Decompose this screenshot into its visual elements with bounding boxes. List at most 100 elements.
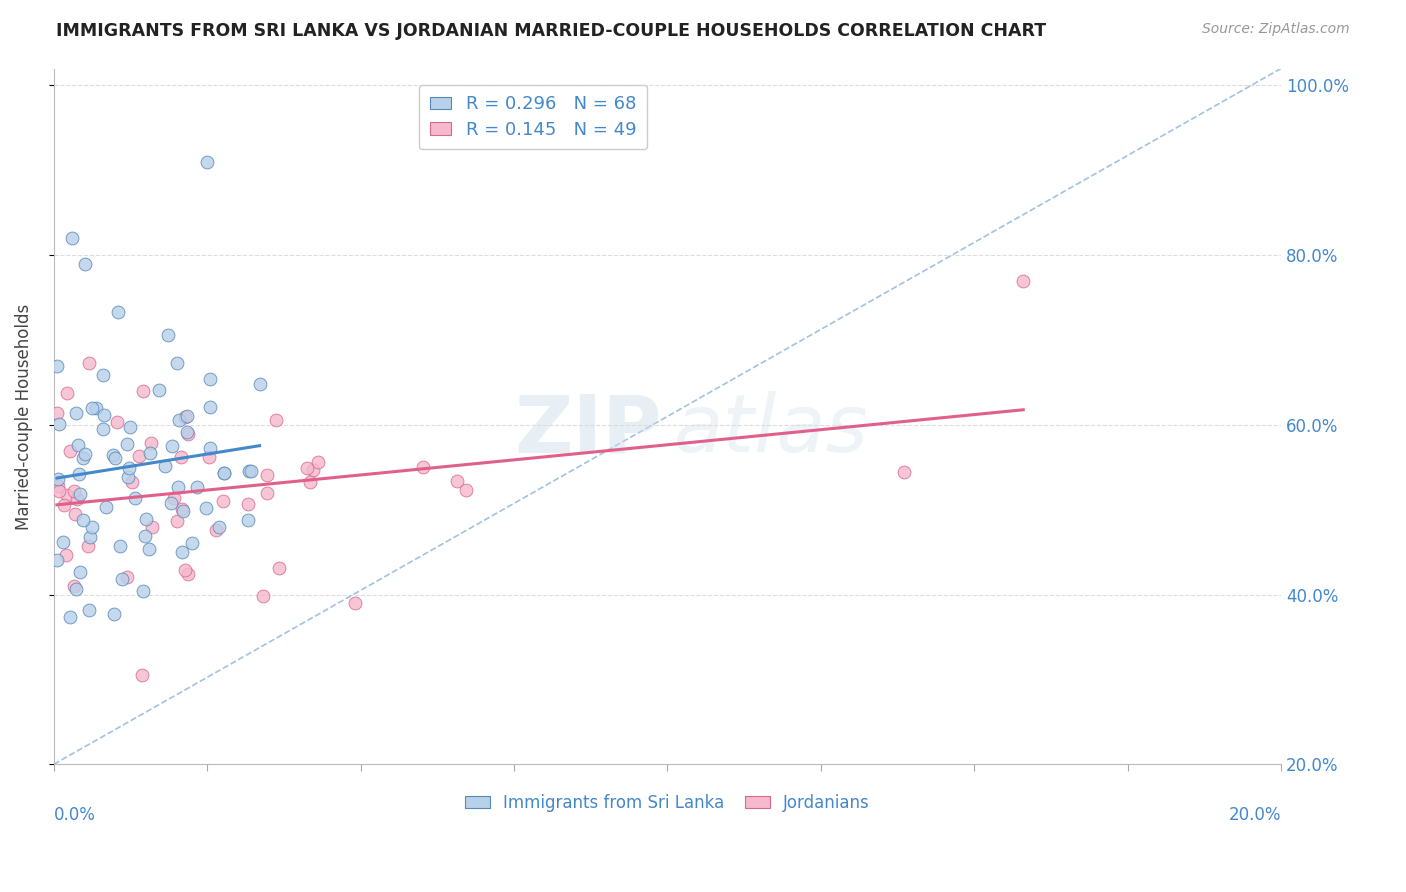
Point: [134, 529, 156, 543]
Point: [181, 536, 204, 550]
Point: [103, 448, 125, 462]
Point: [166, 514, 188, 528]
Point: [124, 491, 146, 506]
Point: [56, 488, 79, 502]
Point: [155, 458, 177, 473]
Point: [212, 493, 235, 508]
Point: [256, 467, 278, 482]
Point: [249, 376, 271, 391]
Point: [66, 438, 89, 452]
Point: [73, 257, 96, 271]
Point: [48, 479, 70, 493]
Point: [93, 422, 115, 436]
Point: [198, 442, 221, 456]
Point: [115, 437, 138, 451]
Point: [198, 400, 221, 414]
Point: [173, 409, 195, 424]
Legend: Immigrants from Sri Lanka, Jordanians: Immigrants from Sri Lanka, Jordanians: [458, 788, 876, 819]
Point: [236, 497, 259, 511]
Point: [170, 501, 193, 516]
Point: [176, 427, 198, 442]
Text: 0.0%: 0.0%: [53, 806, 96, 824]
Point: [252, 589, 274, 603]
Point: [59, 444, 82, 458]
Point: [46, 472, 69, 486]
Point: [56, 386, 79, 401]
Point: [148, 383, 170, 397]
Point: [115, 570, 138, 584]
Point: [72, 450, 94, 465]
Point: [173, 563, 195, 577]
Point: [82, 401, 104, 416]
Point: [45, 553, 67, 567]
Point: [69, 487, 91, 501]
Point: [186, 480, 208, 494]
Point: [48, 417, 70, 432]
Point: [131, 667, 153, 681]
Point: [53, 498, 76, 512]
Point: [238, 464, 260, 478]
Point: [214, 466, 236, 480]
Point: [163, 491, 186, 506]
Text: ZIP: ZIP: [515, 392, 661, 469]
Point: [62, 579, 84, 593]
Point: [238, 513, 260, 527]
Point: [138, 541, 160, 556]
Point: [104, 450, 127, 465]
Point: [177, 567, 200, 582]
Point: [60, 231, 83, 245]
Point: [208, 519, 231, 533]
Point: [48, 484, 70, 499]
Point: [454, 483, 477, 497]
Text: IMMIGRANTS FROM SRI LANKA VS JORDANIAN MARRIED-COUPLE HOUSEHOLDS CORRELATION CHA: IMMIGRANTS FROM SRI LANKA VS JORDANIAN M…: [56, 22, 1046, 40]
Point: [66, 491, 89, 506]
Point: [103, 607, 125, 621]
Point: [65, 582, 87, 596]
Point: [195, 154, 218, 169]
Point: [176, 409, 198, 423]
Point: [160, 439, 183, 453]
Point: [893, 465, 915, 479]
Text: Source: ZipAtlas.com: Source: ZipAtlas.com: [1202, 22, 1350, 37]
Point: [194, 500, 217, 515]
Point: [301, 463, 323, 477]
Point: [118, 460, 141, 475]
Point: [1012, 274, 1035, 288]
Point: [79, 530, 101, 544]
Point: [93, 408, 115, 422]
Point: [94, 500, 117, 515]
Point: [108, 540, 131, 554]
Point: [132, 584, 155, 599]
Point: [69, 566, 91, 580]
Point: [72, 513, 94, 527]
Point: [157, 327, 180, 342]
Point: [111, 572, 134, 586]
Point: [135, 511, 157, 525]
Point: [121, 475, 143, 489]
Point: [212, 467, 235, 481]
Point: [107, 305, 129, 319]
Point: [412, 460, 434, 475]
Point: [139, 446, 162, 460]
Point: [307, 455, 329, 469]
Point: [267, 561, 290, 575]
Point: [240, 464, 263, 478]
Point: [298, 475, 321, 489]
Point: [132, 384, 155, 399]
Point: [198, 450, 221, 465]
Point: [169, 450, 191, 464]
Point: [166, 480, 188, 494]
Point: [65, 406, 87, 420]
Point: [73, 447, 96, 461]
Point: [117, 470, 139, 484]
Point: [172, 504, 194, 518]
Point: [343, 596, 366, 610]
Point: [77, 356, 100, 370]
Point: [446, 475, 468, 489]
Point: [91, 368, 114, 383]
Point: [295, 461, 318, 475]
Point: [52, 535, 75, 549]
Point: [170, 545, 193, 559]
Point: [105, 415, 128, 429]
Point: [264, 413, 287, 427]
